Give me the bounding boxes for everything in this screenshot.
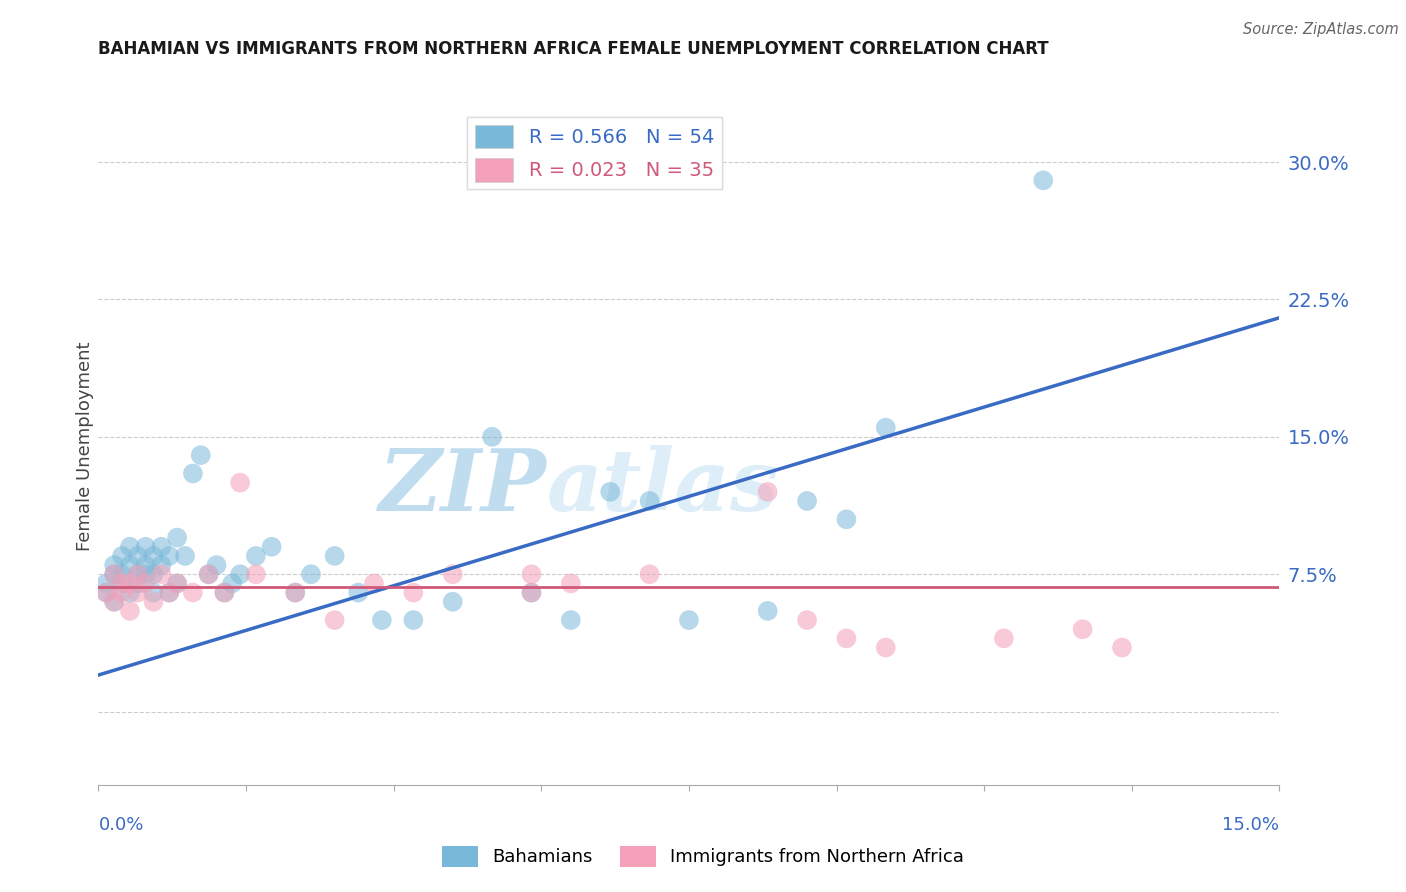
Point xyxy=(181,585,204,599)
Point xyxy=(111,576,134,591)
Point xyxy=(371,613,394,627)
Point xyxy=(142,567,165,582)
Point xyxy=(118,576,141,591)
Point xyxy=(135,576,157,591)
Point xyxy=(678,613,700,627)
Point xyxy=(205,558,228,573)
Text: 15.0%: 15.0% xyxy=(1222,816,1279,834)
Point xyxy=(103,595,125,609)
Point xyxy=(260,540,283,554)
Text: atlas: atlas xyxy=(547,445,780,528)
Point xyxy=(127,567,149,582)
Point xyxy=(118,585,141,599)
Point xyxy=(1071,622,1094,636)
Point xyxy=(118,604,141,618)
Point xyxy=(875,640,897,655)
Point xyxy=(111,585,134,599)
Legend: R = 0.566   N = 54, R = 0.023   N = 35: R = 0.566 N = 54, R = 0.023 N = 35 xyxy=(467,117,723,189)
Point xyxy=(363,576,385,591)
Point xyxy=(638,567,661,582)
Point xyxy=(127,567,149,582)
Point xyxy=(197,567,219,582)
Text: Source: ZipAtlas.com: Source: ZipAtlas.com xyxy=(1243,22,1399,37)
Point xyxy=(118,540,141,554)
Point xyxy=(127,549,149,563)
Point xyxy=(796,494,818,508)
Point xyxy=(520,567,543,582)
Point xyxy=(284,585,307,599)
Point xyxy=(166,531,188,545)
Point xyxy=(1111,640,1133,655)
Point xyxy=(96,576,118,591)
Point xyxy=(181,467,204,481)
Point xyxy=(150,558,173,573)
Point xyxy=(142,595,165,609)
Point xyxy=(229,567,252,582)
Point xyxy=(166,576,188,591)
Point xyxy=(96,585,118,599)
Point xyxy=(111,567,134,582)
Point xyxy=(135,540,157,554)
Point xyxy=(135,558,157,573)
Point xyxy=(299,567,322,582)
Point xyxy=(142,549,165,563)
Point xyxy=(347,585,370,599)
Point xyxy=(796,613,818,627)
Point xyxy=(174,549,197,563)
Point xyxy=(135,567,157,582)
Point xyxy=(127,576,149,591)
Point xyxy=(402,613,425,627)
Point xyxy=(197,567,219,582)
Point xyxy=(118,558,141,573)
Point xyxy=(111,576,134,591)
Point xyxy=(142,585,165,599)
Point xyxy=(157,549,180,563)
Point xyxy=(214,585,236,599)
Point xyxy=(481,430,503,444)
Point xyxy=(157,585,180,599)
Text: ZIP: ZIP xyxy=(380,445,547,528)
Point xyxy=(96,585,118,599)
Legend: Bahamians, Immigrants from Northern Africa: Bahamians, Immigrants from Northern Afri… xyxy=(434,838,972,874)
Point xyxy=(520,585,543,599)
Point xyxy=(835,632,858,646)
Point xyxy=(166,576,188,591)
Point xyxy=(560,576,582,591)
Text: 0.0%: 0.0% xyxy=(98,816,143,834)
Point xyxy=(103,595,125,609)
Point xyxy=(229,475,252,490)
Text: BAHAMIAN VS IMMIGRANTS FROM NORTHERN AFRICA FEMALE UNEMPLOYMENT CORRELATION CHAR: BAHAMIAN VS IMMIGRANTS FROM NORTHERN AFR… xyxy=(98,40,1049,58)
Point xyxy=(103,567,125,582)
Point xyxy=(103,567,125,582)
Point xyxy=(441,567,464,582)
Point xyxy=(221,576,243,591)
Point xyxy=(560,613,582,627)
Point xyxy=(214,585,236,599)
Point xyxy=(245,567,267,582)
Point xyxy=(103,558,125,573)
Point xyxy=(323,549,346,563)
Point xyxy=(520,585,543,599)
Point xyxy=(402,585,425,599)
Point xyxy=(638,494,661,508)
Point xyxy=(441,595,464,609)
Point xyxy=(756,604,779,618)
Y-axis label: Female Unemployment: Female Unemployment xyxy=(76,342,94,550)
Point xyxy=(599,484,621,499)
Point xyxy=(1032,173,1054,187)
Point xyxy=(284,585,307,599)
Point xyxy=(150,540,173,554)
Point xyxy=(993,632,1015,646)
Point xyxy=(875,420,897,434)
Point xyxy=(323,613,346,627)
Point xyxy=(835,512,858,526)
Point xyxy=(756,484,779,499)
Point xyxy=(127,585,149,599)
Point xyxy=(157,585,180,599)
Point xyxy=(150,567,173,582)
Point xyxy=(245,549,267,563)
Point xyxy=(190,448,212,462)
Point xyxy=(111,549,134,563)
